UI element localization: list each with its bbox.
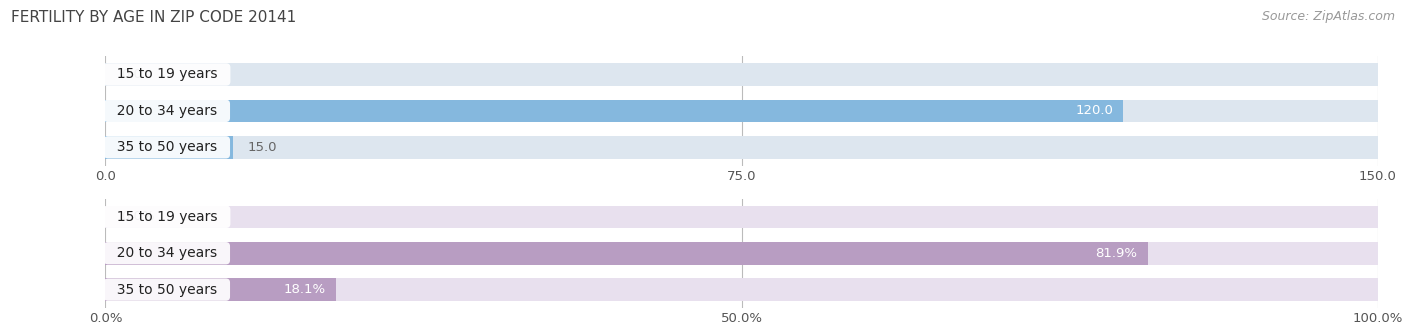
Bar: [105, 63, 1378, 86]
Text: 35 to 50 years: 35 to 50 years: [108, 283, 226, 297]
Bar: [105, 242, 1147, 264]
Text: 15.0: 15.0: [247, 141, 277, 154]
Bar: [105, 136, 233, 159]
Bar: [105, 278, 336, 301]
Text: 120.0: 120.0: [1076, 104, 1114, 118]
Bar: [105, 278, 1378, 301]
Bar: [105, 136, 1378, 159]
Text: 81.9%: 81.9%: [1095, 247, 1137, 260]
Text: 15 to 19 years: 15 to 19 years: [108, 210, 226, 224]
Text: 20 to 34 years: 20 to 34 years: [108, 104, 226, 118]
Text: 0.0%: 0.0%: [121, 210, 155, 223]
Text: 35 to 50 years: 35 to 50 years: [108, 140, 226, 154]
Text: 0.0: 0.0: [121, 68, 142, 81]
Text: 18.1%: 18.1%: [284, 283, 326, 296]
Bar: [105, 100, 1123, 122]
Text: 20 to 34 years: 20 to 34 years: [108, 246, 226, 260]
Text: FERTILITY BY AGE IN ZIP CODE 20141: FERTILITY BY AGE IN ZIP CODE 20141: [11, 10, 297, 25]
Text: Source: ZipAtlas.com: Source: ZipAtlas.com: [1261, 10, 1395, 23]
Text: 15 to 19 years: 15 to 19 years: [108, 68, 226, 81]
Bar: [105, 100, 1378, 122]
Bar: [105, 242, 1378, 264]
Bar: [105, 206, 1378, 228]
